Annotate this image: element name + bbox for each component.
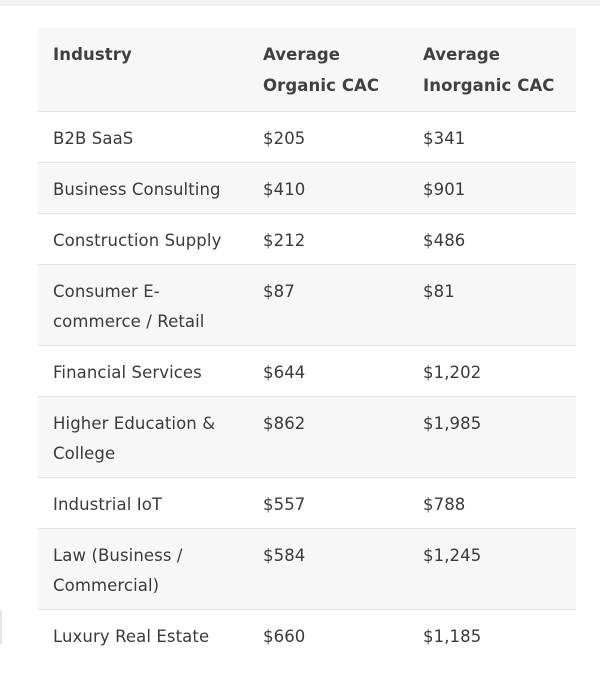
cell-industry: B2B SaaS (53, 128, 134, 148)
cell-inorganic-cac: $486 (423, 230, 466, 250)
table-row: Law (Business / Commercial) $584 $1,245 (38, 528, 576, 609)
cell-industry: Law (Business / Commercial) (53, 545, 183, 596)
cell-organic-cac: $557 (263, 494, 306, 514)
cell-organic-cac: $584 (263, 545, 306, 565)
cell-organic-cac: $205 (263, 128, 306, 148)
cell-organic-cac: $660 (263, 626, 306, 646)
cell-industry: Consumer E-commerce / Retail (53, 281, 205, 332)
top-edge-divider (0, 0, 600, 6)
cell-organic-cac: $87 (263, 281, 295, 301)
cell-industry: Higher Education & College (53, 413, 216, 464)
cell-industry: Luxury Real Estate (53, 626, 210, 646)
table-row: Luxury Real Estate $660 $1,185 (38, 609, 576, 660)
table-row: Consumer E-commerce / Retail $87 $81 (38, 264, 576, 345)
cell-inorganic-cac: $1,985 (423, 413, 482, 433)
left-edge-mark (0, 610, 2, 644)
cell-inorganic-cac: $1,245 (423, 545, 482, 565)
cell-organic-cac: $212 (263, 230, 306, 250)
table-row: Financial Services $644 $1,202 (38, 345, 576, 396)
cell-inorganic-cac: $1,185 (423, 626, 482, 646)
table-row: Industrial IoT $557 $788 (38, 477, 576, 528)
cell-organic-cac: $862 (263, 413, 306, 433)
header-inorganic-cac: Average Inorganic CAC (423, 45, 555, 95)
cell-inorganic-cac: $81 (423, 281, 455, 301)
cac-table: Industry Average Organic CAC Average Ino… (38, 28, 576, 660)
cell-industry: Financial Services (53, 362, 202, 382)
header-organic-cac: Average Organic CAC (263, 45, 380, 95)
cell-industry: Construction Supply (53, 230, 222, 250)
cell-inorganic-cac: $901 (423, 179, 466, 199)
cell-organic-cac: $644 (263, 362, 306, 382)
table-row: Business Consulting $410 $901 (38, 162, 576, 213)
cell-organic-cac: $410 (263, 179, 306, 199)
header-industry: Industry (53, 45, 132, 64)
cell-inorganic-cac: $341 (423, 128, 466, 148)
table-row: B2B SaaS $205 $341 (38, 111, 576, 162)
table-row: Higher Education & College $862 $1,985 (38, 396, 576, 477)
cell-industry: Business Consulting (53, 179, 221, 199)
cell-industry: Industrial IoT (53, 494, 163, 514)
table-row: Construction Supply $212 $486 (38, 213, 576, 264)
table-header-row: Industry Average Organic CAC Average Ino… (38, 28, 576, 111)
cell-inorganic-cac: $788 (423, 494, 466, 514)
cell-inorganic-cac: $1,202 (423, 362, 482, 382)
